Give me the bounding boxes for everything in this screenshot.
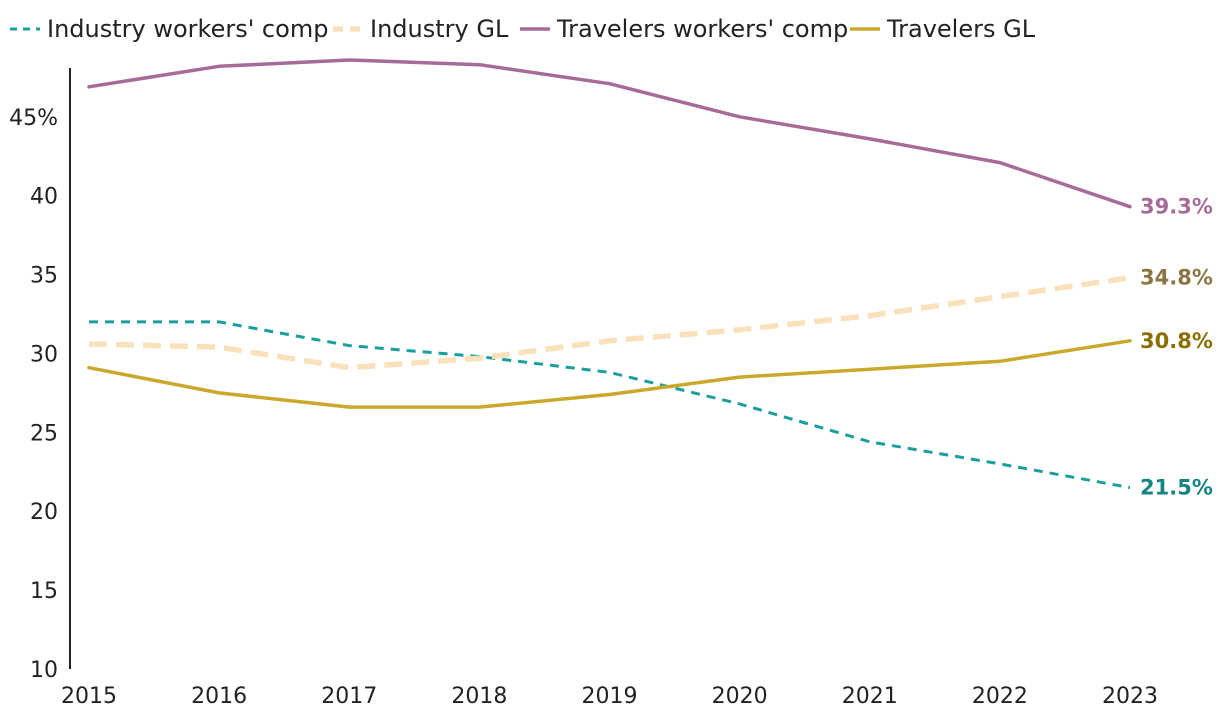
series-layer — [87, 58, 1132, 490]
legend-label-2: Travelers workers' comp — [556, 15, 848, 43]
legend-label-1: Industry GL — [370, 15, 509, 43]
x-tick-label: 2021 — [842, 684, 898, 709]
y-tick-label: 15 — [30, 579, 58, 604]
y-tick-label: 45% — [9, 106, 58, 131]
end-label-3: 30.8% — [1140, 329, 1213, 353]
legend-label-0: Industry workers' comp — [47, 15, 328, 43]
x-tick-label: 2023 — [1102, 684, 1158, 709]
x-tick-label: 2019 — [582, 684, 638, 709]
x-tick-label: 2020 — [712, 684, 768, 709]
x-tick-label: 2017 — [321, 684, 377, 709]
x-tick-label: 2016 — [191, 684, 247, 709]
x-axis: 2015 2016 2017 2018 2019 2020 2021 2022 2023 — [61, 684, 1158, 709]
y-axis: 10 15 20 25 30 35 40 45% — [9, 68, 71, 683]
legend: Industry workers' comp Industry GL Travele… — [10, 15, 1036, 43]
series-line-1 — [88, 274, 1131, 371]
series-line-2 — [87, 58, 1132, 209]
legend-label-3: Travelers GL — [886, 15, 1036, 43]
end-label-0: 21.5% — [1140, 476, 1213, 500]
y-tick-label: 25 — [30, 421, 58, 446]
series-line-0 — [89, 320, 1131, 490]
end-label-1: 34.8% — [1140, 266, 1213, 290]
x-tick-label: 2018 — [451, 684, 507, 709]
y-tick-label: 40 — [30, 185, 58, 210]
end-labels: 21.5% 34.8% 39.3% 30.8% — [1140, 195, 1213, 500]
y-tick-label: 10 — [30, 658, 58, 683]
series-line-3 — [87, 339, 1132, 409]
y-tick-label: 35 — [30, 264, 58, 289]
y-tick-label: 20 — [30, 500, 58, 525]
x-tick-label: 2015 — [61, 684, 117, 709]
x-tick-label: 2022 — [972, 684, 1028, 709]
end-label-2: 39.3% — [1140, 195, 1213, 219]
y-tick-label: 30 — [30, 342, 58, 367]
